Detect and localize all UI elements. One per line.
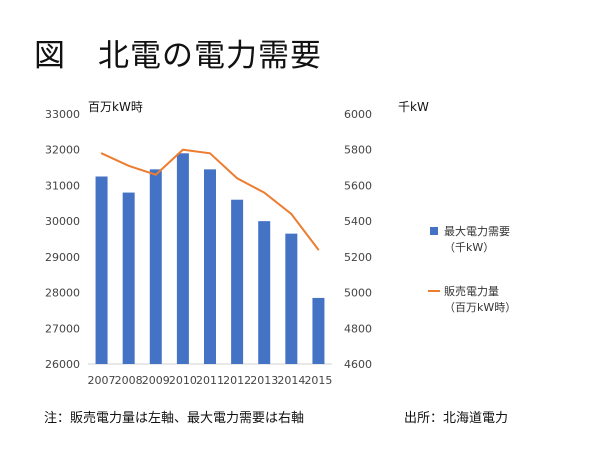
bar [95, 176, 108, 364]
bar [149, 169, 162, 364]
legend-label-bar: 最大電力需要 [444, 224, 510, 238]
right-axis-tick-label: 4800 [344, 322, 372, 335]
line-point [290, 213, 293, 215]
right-axis-tick-label: 5400 [344, 215, 372, 228]
page-title: 図 北電の電力需要 [34, 38, 322, 74]
right-axis-tick-label: 5200 [344, 251, 372, 264]
line-series [100, 148, 320, 251]
combo-chart: 百万kW時 千kW 26000 27000 28000 29000 30000 31000… [45, 100, 516, 387]
bar [312, 297, 325, 364]
left-axis-tick-label: 29000 [45, 251, 80, 264]
bar-series [95, 153, 325, 364]
bar [204, 169, 216, 364]
left-axis-tick-label: 27000 [45, 322, 80, 335]
bar [122, 192, 135, 364]
x-axis-tick-label: 2007 [88, 374, 116, 387]
legend-unit-bar: （千kW） [444, 241, 494, 254]
line-point [127, 164, 130, 167]
left-axis-tick-label: 31000 [45, 179, 80, 192]
right-axis-tick-label: 6000 [344, 108, 372, 121]
legend-swatch-bar [430, 227, 438, 235]
x-axis-tick-label: 2012 [223, 374, 251, 387]
right-axis-tick-label: 4600 [344, 358, 372, 371]
right-axis-unit-label: 千kW [398, 100, 429, 114]
bar [231, 199, 244, 364]
x-axis-tick-label: 2009 [142, 374, 170, 387]
bar [258, 221, 271, 364]
right-axis-tick-label: 5600 [344, 179, 372, 192]
line-point [236, 177, 238, 180]
x-axis-tick-label: 2011 [196, 374, 224, 387]
right-axis-tick-label: 5800 [344, 144, 372, 157]
legend: 最大電力需要 （千kW） 販売電力量 （百万kW時） [428, 224, 516, 314]
source-note: 出所：北海道電力 [404, 411, 509, 426]
x-axis-tick-label: 2015 [304, 374, 332, 387]
left-axis-tick-label: 26000 [45, 358, 80, 371]
right-axis-ticks: 4600 4800 5000 5200 5400 5600 5800 6000 [344, 108, 372, 371]
left-axis-tick-label: 28000 [45, 287, 80, 300]
left-axis-tick-label: 32000 [45, 144, 80, 157]
x-axis-ticks: 2007 2008 2009 2010 2011 2012 2013 2014 2015 [88, 374, 333, 387]
bar [176, 153, 189, 364]
left-axis-ticks: 26000 27000 28000 29000 30000 31000 32000 33000 [45, 108, 80, 371]
x-axis-tick-label: 2008 [115, 374, 143, 387]
left-axis-tick-label: 30000 [45, 215, 80, 228]
line-point [154, 173, 157, 176]
line-point [263, 191, 266, 194]
left-axis-unit-label: 百万kW時 [88, 100, 143, 114]
left-axis-tick-label: 33000 [45, 108, 80, 121]
right-axis-tick-label: 5000 [344, 287, 372, 300]
line-point [317, 248, 320, 251]
legend-label-line: 販売電力量 [444, 285, 499, 298]
bar [285, 233, 298, 364]
legend-unit-line: （百万kW時） [444, 301, 516, 314]
line-point [209, 152, 211, 155]
footnote: 注：販売電力量は左軸、最大電力需要は右軸 [44, 411, 305, 426]
x-axis-tick-label: 2013 [250, 374, 278, 387]
x-axis-tick-label: 2010 [169, 374, 197, 387]
x-axis-tick-label: 2014 [277, 374, 305, 387]
line-point [100, 152, 103, 155]
line-point [182, 148, 184, 151]
